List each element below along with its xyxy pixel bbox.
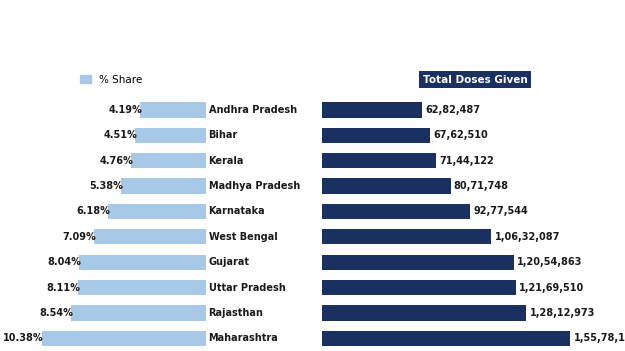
Bar	[322, 153, 436, 168]
Bar	[78, 280, 206, 295]
Text: 71,44,122: 71,44,122	[439, 156, 494, 166]
Text: 4.51%: 4.51%	[103, 130, 137, 140]
Bar	[322, 204, 470, 219]
Bar	[131, 153, 206, 168]
Bar	[135, 128, 206, 143]
Text: 8.04%: 8.04%	[48, 257, 81, 267]
Bar	[322, 128, 430, 143]
Bar	[322, 254, 514, 270]
Bar	[79, 254, 206, 270]
Text: 8.11%: 8.11%	[46, 283, 80, 292]
Bar	[108, 204, 206, 219]
Text: West Bengal: West Bengal	[209, 232, 278, 242]
Text: Total Doses Given: Total Doses Given	[422, 75, 528, 85]
Text: Uttar Pradesh: Uttar Pradesh	[209, 283, 285, 292]
Text: 1,20,54,863: 1,20,54,863	[518, 257, 582, 267]
Text: 8.54%: 8.54%	[39, 308, 73, 318]
Text: Bihar: Bihar	[209, 130, 238, 140]
Text: 5.38%: 5.38%	[89, 181, 123, 191]
Text: 1,06,32,087: 1,06,32,087	[495, 232, 560, 242]
Text: Andhra Pradesh: Andhra Pradesh	[209, 105, 297, 115]
Text: 67% of cumulative doses given so far, are in  10 States: 67% of cumulative doses given so far, ar…	[22, 18, 602, 37]
Text: 7.09%: 7.09%	[62, 232, 96, 242]
Text: Rajasthan: Rajasthan	[209, 308, 264, 318]
Text: 80,71,748: 80,71,748	[454, 181, 509, 191]
Text: 6.18%: 6.18%	[77, 206, 111, 217]
Text: 4.76%: 4.76%	[99, 156, 133, 166]
Bar	[42, 331, 206, 346]
Bar	[322, 229, 491, 244]
Bar	[71, 305, 206, 320]
Legend: % Share: % Share	[80, 75, 142, 85]
Text: 1,55,78,162: 1,55,78,162	[574, 333, 625, 343]
Bar	[322, 102, 422, 118]
Bar	[94, 229, 206, 244]
Text: Madhya Pradesh: Madhya Pradesh	[209, 181, 300, 191]
Text: 62,82,487: 62,82,487	[425, 105, 480, 115]
Text: Karnataka: Karnataka	[209, 206, 265, 217]
Bar	[140, 102, 206, 118]
Bar	[121, 178, 206, 194]
Text: 67,62,510: 67,62,510	[433, 130, 488, 140]
Bar	[322, 305, 526, 320]
Bar	[322, 178, 451, 194]
Bar	[322, 331, 571, 346]
Text: 92,77,544: 92,77,544	[473, 206, 528, 217]
Text: Kerala: Kerala	[209, 156, 244, 166]
Bar	[322, 280, 516, 295]
Text: Gujarat: Gujarat	[209, 257, 249, 267]
Text: 4.19%: 4.19%	[108, 105, 142, 115]
Text: 1,28,12,973: 1,28,12,973	[529, 308, 595, 318]
Text: Maharashtra: Maharashtra	[209, 333, 278, 343]
Text: 1,21,69,510: 1,21,69,510	[519, 283, 584, 292]
Text: 10.38%: 10.38%	[3, 333, 44, 343]
